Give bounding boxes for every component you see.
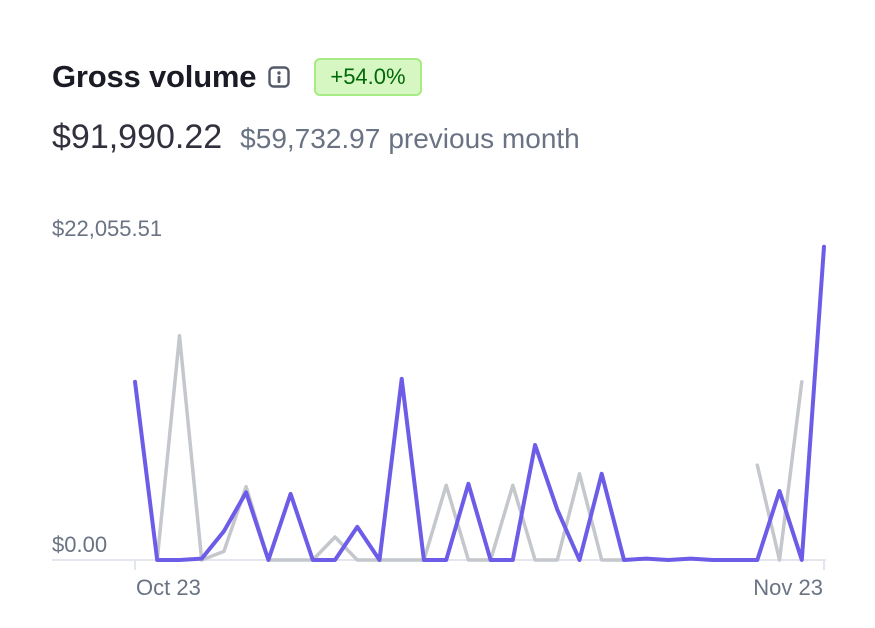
chart-header: Gross volume +54.0% <box>52 58 422 96</box>
y-axis-max-label: $22,055.51 <box>52 216 163 241</box>
x-axis-start-label: Oct 23 <box>136 575 201 600</box>
y-axis-min-label: $0.00 <box>52 532 108 557</box>
current-period-line <box>133 244 826 562</box>
previous-total: $59,732.97 <box>240 123 381 154</box>
chart-title: Gross volume <box>52 59 257 94</box>
previous-period: $59,732.97 previous month <box>240 123 580 155</box>
current-total: $91,990.22 <box>52 118 223 156</box>
previous-period-line <box>155 334 804 562</box>
previous-label: previous month <box>388 123 580 154</box>
x-axis-end-label: Nov 23 <box>753 575 823 600</box>
change-badge: +54.0% <box>314 58 422 96</box>
totals-row: $91,990.22 $59,732.97 previous month <box>52 118 580 157</box>
info-icon[interactable] <box>268 66 291 88</box>
